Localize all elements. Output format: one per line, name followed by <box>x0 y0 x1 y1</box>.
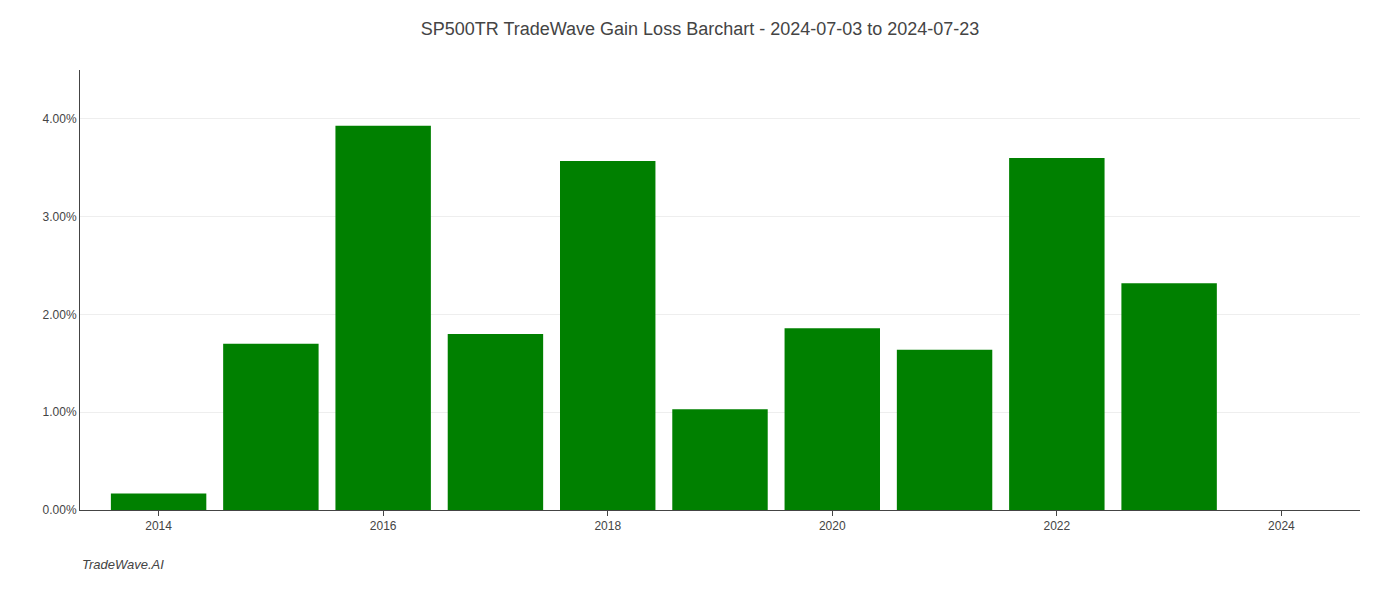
svg-text:2024: 2024 <box>1268 519 1295 533</box>
svg-text:1.00%: 1.00% <box>43 405 77 419</box>
svg-text:2022: 2022 <box>1043 519 1070 533</box>
svg-text:2016: 2016 <box>370 519 397 533</box>
svg-text:3.00%: 3.00% <box>43 210 77 224</box>
svg-text:4.00%: 4.00% <box>43 112 77 126</box>
svg-text:2014: 2014 <box>145 519 172 533</box>
svg-text:0.00%: 0.00% <box>43 503 77 517</box>
svg-text:TradeWave.AI: TradeWave.AI <box>82 557 164 572</box>
svg-text:2.00%: 2.00% <box>43 308 77 322</box>
svg-text:2018: 2018 <box>594 519 621 533</box>
svg-text:2020: 2020 <box>819 519 846 533</box>
svg-text:SP500TR TradeWave Gain Loss Ba: SP500TR TradeWave Gain Loss Barchart - 2… <box>421 19 980 39</box>
